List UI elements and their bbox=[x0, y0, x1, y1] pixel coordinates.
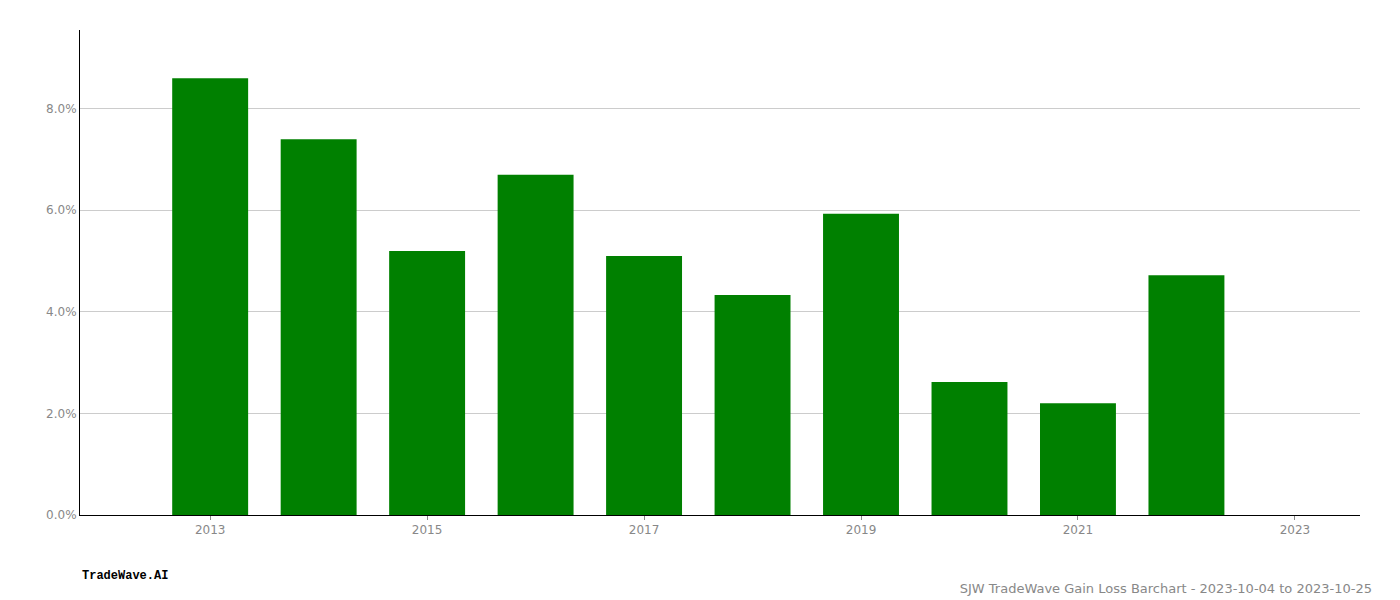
svg-text:0.0%: 0.0% bbox=[46, 508, 77, 522]
svg-text:SJW TradeWave Gain Loss Barcha: SJW TradeWave Gain Loss Barchart - 2023-… bbox=[960, 581, 1372, 596]
svg-text:TradeWave.AI: TradeWave.AI bbox=[82, 569, 168, 583]
svg-text:6.0%: 6.0% bbox=[46, 203, 77, 217]
svg-text:2023: 2023 bbox=[1280, 523, 1311, 537]
svg-text:8.0%: 8.0% bbox=[46, 102, 77, 116]
svg-text:2021: 2021 bbox=[1063, 523, 1094, 537]
svg-text:2015: 2015 bbox=[412, 523, 443, 537]
svg-text:4.0%: 4.0% bbox=[46, 305, 77, 319]
svg-text:2013: 2013 bbox=[195, 523, 226, 537]
svg-text:2017: 2017 bbox=[629, 523, 660, 537]
svg-text:2.0%: 2.0% bbox=[46, 407, 77, 421]
svg-text:2019: 2019 bbox=[846, 523, 877, 537]
